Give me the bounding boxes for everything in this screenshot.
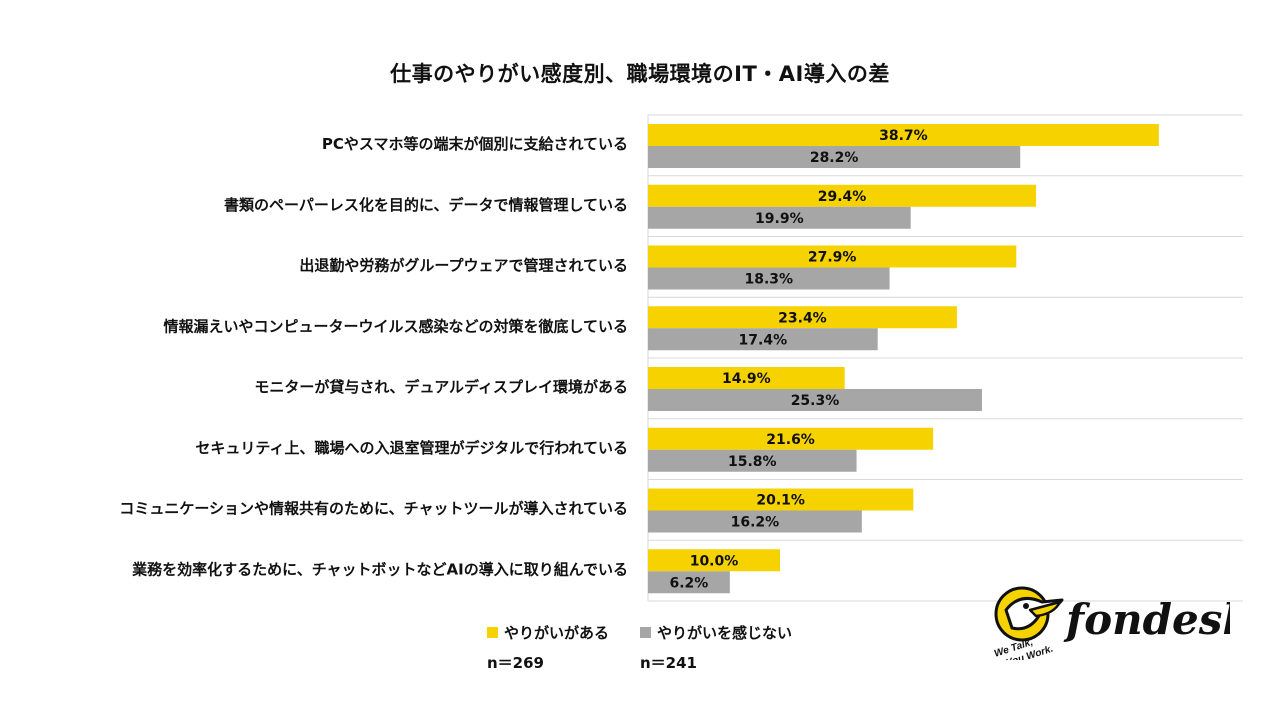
bar-series-2 — [648, 328, 878, 351]
category-label: 情報漏えいやコンピューターウイルス感染などの対策を徹底している — [163, 317, 628, 335]
bar-series-2 — [648, 206, 911, 229]
data-label: 23.4% — [778, 310, 827, 326]
data-label: 16.2% — [731, 515, 780, 531]
category-label: モニターが貸与され、デュアルディスプレイ環境がある — [254, 378, 628, 396]
data-label: 25.3% — [791, 393, 840, 409]
bar-series-1 — [648, 367, 845, 389]
bar-series-1 — [648, 245, 1017, 268]
bar-series-1 — [648, 124, 1159, 146]
sample-size-series-2: n＝241 — [640, 654, 697, 672]
legend-item-series-2: やりがいを感じない — [640, 622, 792, 643]
bar-series-1 — [648, 549, 780, 572]
legend-label-series-2: やりがいを感じない — [657, 624, 793, 642]
legend-swatch-series-2 — [640, 627, 651, 638]
sample-size-series-1: n＝269 — [487, 654, 544, 672]
legend-label-series-1: やりがいがある — [504, 624, 610, 642]
data-label: 6.2% — [670, 575, 709, 591]
data-label: 28.2% — [810, 150, 859, 166]
data-label: 38.7% — [879, 128, 928, 144]
category-label: 出退勤や労務がグループウェアで管理されている — [299, 257, 628, 275]
bar-series-2 — [648, 267, 890, 290]
legend-swatch-series-1 — [487, 627, 498, 638]
data-label: 18.3% — [744, 272, 793, 288]
data-label: 29.4% — [818, 189, 867, 205]
logo-wordmark: fondesk — [1063, 595, 1230, 644]
category-label: 書類のペーパーレス化を目的に、データで情報管理している — [224, 196, 628, 214]
category-label: PCやスマホ等の端末が個別に支給されている — [322, 135, 628, 153]
fondesk-logo: We Talk, You Work. fondesk — [990, 580, 1251, 669]
data-label: 10.0% — [690, 553, 739, 569]
fondesk-logo-graphic: We Talk, You Work. fondesk — [993, 586, 1251, 669]
bar-series-1 — [648, 427, 934, 450]
data-label: 19.9% — [755, 211, 804, 227]
data-label: 15.8% — [728, 454, 777, 470]
data-label: 20.1% — [756, 493, 805, 509]
bar-series-2 — [648, 389, 982, 411]
category-label: 業務を効率化するために、チャットボットなどAIの導入に取り組んでいる — [131, 560, 628, 578]
bar-series-2 — [648, 510, 862, 533]
bar-series-2 — [648, 449, 857, 472]
data-label: 17.4% — [739, 332, 788, 348]
bar-series-1 — [648, 184, 1037, 207]
data-label: 14.9% — [722, 371, 771, 387]
bar-series-2 — [648, 571, 730, 594]
chart-title: 仕事のやりがい感度別、職場環境のIT・AI導入の差 — [390, 62, 890, 86]
category-label: セキュリティ上、職場への入退室管理がデジタルで行われている — [195, 439, 628, 457]
data-label: 21.6% — [766, 432, 815, 448]
bar-series-1 — [648, 306, 957, 329]
bar-series-2 — [648, 146, 1021, 168]
legend-item-series-1: やりがいがある — [487, 622, 609, 643]
bar-series-1 — [648, 488, 914, 511]
data-label: 27.9% — [808, 250, 857, 266]
category-label: コミュニケーションや情報共有のために、チャットツールが導入されている — [119, 500, 628, 518]
